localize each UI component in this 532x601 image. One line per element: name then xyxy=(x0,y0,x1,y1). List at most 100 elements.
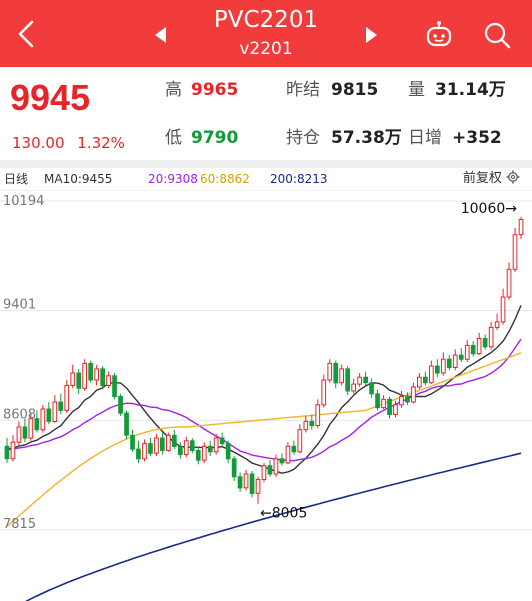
price-change: 130.00 1.32% xyxy=(12,133,133,153)
candle-body xyxy=(500,296,506,323)
candle-body xyxy=(10,441,16,460)
candle-body xyxy=(291,445,297,453)
chart-legend: 日线 MA10:9455 20:9308 60:8862 200:8213 xyxy=(0,170,532,188)
candle-body xyxy=(142,443,147,460)
change-percent: 1.32% xyxy=(77,134,125,152)
candle-body xyxy=(399,396,404,406)
candle-body xyxy=(195,450,201,461)
back-arrow-icon[interactable] xyxy=(10,16,44,52)
prev-settle-label: 昨结 xyxy=(286,80,320,100)
candle-body xyxy=(100,368,106,386)
candle-body xyxy=(393,404,398,416)
next-triangle-icon[interactable] xyxy=(360,24,382,46)
candle-body xyxy=(423,376,428,384)
candle-body xyxy=(118,396,123,414)
last-price: 9945 xyxy=(10,77,91,118)
contract-title: PVC2201 xyxy=(213,7,319,33)
candle-body xyxy=(16,426,22,443)
candle-body xyxy=(441,358,446,374)
candle-body xyxy=(237,476,243,489)
candle-body xyxy=(512,234,518,270)
low-label: 低 xyxy=(165,128,182,148)
candle-body xyxy=(112,375,117,398)
candle-body xyxy=(303,420,309,431)
candle-body xyxy=(369,382,374,395)
candle-body xyxy=(189,440,195,452)
candle-body xyxy=(327,362,333,381)
candle-body xyxy=(207,445,213,453)
candle-body xyxy=(154,437,159,454)
candle-body xyxy=(94,368,100,381)
open-interest-label: 持仓 xyxy=(286,128,320,148)
volume-label: 量 xyxy=(408,80,425,100)
prev-triangle-icon[interactable] xyxy=(150,24,172,46)
app-header: PVC2201 v2201 xyxy=(0,0,532,67)
candle-body xyxy=(52,401,58,423)
high-label: 高 xyxy=(165,80,182,100)
candle-body xyxy=(4,445,10,460)
adjust-mode-button[interactable]: 前复权 xyxy=(463,170,520,188)
candle-body xyxy=(452,354,458,369)
section-divider xyxy=(0,160,532,168)
candle-body xyxy=(345,368,350,392)
candle-body xyxy=(225,443,231,460)
candle-body xyxy=(488,326,494,348)
candle-body xyxy=(429,365,434,384)
high-value: 9965 xyxy=(191,80,239,100)
candle-body xyxy=(267,465,273,475)
candle-body xyxy=(231,458,237,478)
candle-body xyxy=(40,408,46,431)
low-value: 9790 xyxy=(191,128,239,148)
extreme-markers: 10060→ ←8005 xyxy=(260,201,517,522)
candle-body xyxy=(76,372,82,389)
ma10-line xyxy=(6,305,522,474)
candle-body xyxy=(339,368,344,384)
adjust-mode-label: 前复权 xyxy=(462,171,502,186)
candle-body xyxy=(28,418,34,439)
candle-body xyxy=(417,376,422,388)
candle-body xyxy=(381,398,386,409)
candle-body xyxy=(46,408,52,422)
candle-body xyxy=(166,434,171,452)
candle-body xyxy=(357,376,362,385)
candle-body xyxy=(148,443,153,454)
candle-body xyxy=(130,434,135,450)
candle-body xyxy=(363,376,368,384)
candle-body xyxy=(411,386,416,403)
oi-change-value: +352 xyxy=(452,128,502,148)
candle-body xyxy=(249,473,255,494)
robot-icon[interactable] xyxy=(422,18,456,52)
change-value: 130.00 xyxy=(12,134,65,152)
candle-body xyxy=(387,398,392,416)
ma60-label: 60:8862 xyxy=(200,172,250,186)
prev-settle-value: 9815 xyxy=(331,80,379,100)
candle-body xyxy=(279,458,285,464)
candle-body xyxy=(124,412,129,436)
candle-body xyxy=(375,393,380,409)
kline-chart[interactable]: 10194 9401 8608 7815 10060→ ←8005 xyxy=(0,190,532,601)
candle-body xyxy=(88,362,94,381)
candle-body xyxy=(351,383,356,392)
candle-body xyxy=(446,358,452,368)
price-axis-label: 10194 xyxy=(3,194,44,209)
candle-body xyxy=(464,344,470,360)
ma200-label: 200:8213 xyxy=(270,172,328,186)
candle-body xyxy=(506,268,512,298)
candle-body xyxy=(321,379,327,406)
candle-body xyxy=(518,219,524,236)
period-selector[interactable]: 日线 xyxy=(4,172,29,186)
candles xyxy=(4,216,524,504)
candle-body xyxy=(58,401,64,411)
moving-average-lines xyxy=(6,305,522,601)
search-icon[interactable] xyxy=(480,18,514,52)
gear-icon xyxy=(506,170,520,184)
candle-body xyxy=(261,465,267,481)
candle-body xyxy=(309,420,315,426)
candle-body xyxy=(213,437,219,453)
candle-body xyxy=(333,362,339,384)
max-price-marker: 10060→ xyxy=(461,201,518,217)
contract-subtitle: v2201 xyxy=(239,39,293,59)
candle-body xyxy=(476,338,482,355)
candle-body xyxy=(64,385,70,411)
candle-body xyxy=(315,404,321,427)
